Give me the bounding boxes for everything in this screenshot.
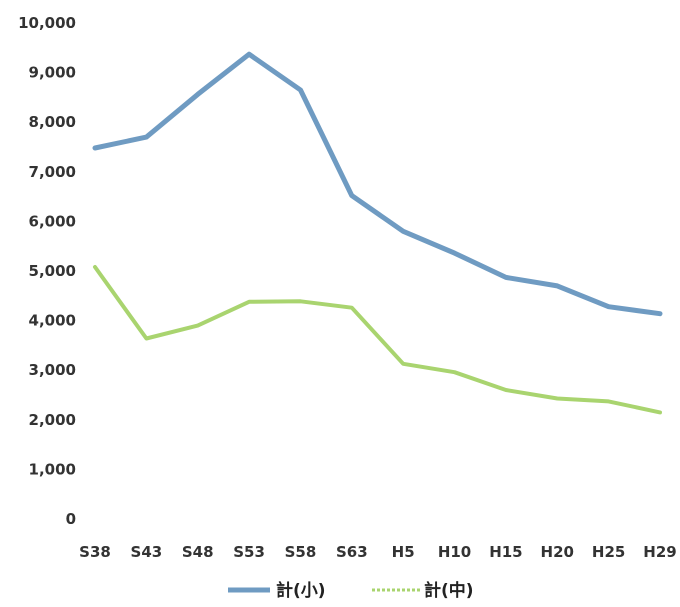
legend-label-2: 計(中) xyxy=(424,580,474,601)
data-point xyxy=(298,88,302,92)
x-tick-label: H15 xyxy=(489,543,522,561)
y-tick-label: 9,000 xyxy=(29,64,76,82)
data-point xyxy=(658,410,662,414)
data-point xyxy=(504,388,508,392)
data-point xyxy=(607,305,611,309)
data-point xyxy=(93,146,97,150)
legend-label-1: 計(小) xyxy=(276,580,326,601)
data-point xyxy=(350,194,354,198)
data-point xyxy=(504,275,508,279)
data-point xyxy=(658,312,662,316)
x-tick-label: S38 xyxy=(79,543,111,561)
y-tick-label: 2,000 xyxy=(29,411,76,429)
x-tick-label: S58 xyxy=(285,543,317,561)
x-tick-label: S53 xyxy=(233,543,265,561)
x-tick-label: H10 xyxy=(438,543,471,561)
y-tick-label: 4,000 xyxy=(29,312,76,330)
x-tick-label: S43 xyxy=(131,543,163,561)
y-tick-label: 3,000 xyxy=(29,361,76,379)
data-point xyxy=(144,135,148,139)
y-tick-label: 5,000 xyxy=(29,262,76,280)
data-point xyxy=(453,370,457,374)
data-point xyxy=(144,336,148,340)
data-point xyxy=(555,284,559,288)
y-tick-label: 10,000 xyxy=(18,14,76,32)
x-tick-label: H29 xyxy=(643,543,676,561)
x-axis: S38 S43 S48 S53 S58 S63 H5 H10 H15 H20 H25 H29 xyxy=(79,543,677,561)
legend: 計(小) 計(中) xyxy=(228,580,474,601)
data-point xyxy=(401,362,405,366)
y-tick-label: 0 xyxy=(66,510,76,528)
y-axis: 0 1,000 2,000 3,000 4,000 5,000 6,000 7,000 8,00… xyxy=(18,14,76,528)
x-tick-label: H20 xyxy=(541,543,574,561)
x-tick-label: H25 xyxy=(592,543,625,561)
x-tick-label: S63 xyxy=(336,543,368,561)
y-tick-label: 1,000 xyxy=(29,460,76,478)
data-point xyxy=(298,299,302,303)
data-point xyxy=(401,229,405,233)
data-point xyxy=(555,396,559,400)
x-tick-label: H5 xyxy=(392,543,415,561)
y-tick-label: 7,000 xyxy=(29,163,76,181)
series-line-1 xyxy=(92,51,663,317)
x-tick-label: S48 xyxy=(182,543,214,561)
data-point xyxy=(196,92,200,96)
data-point xyxy=(196,324,200,328)
y-tick-label: 6,000 xyxy=(29,212,76,230)
y-tick-label: 8,000 xyxy=(29,113,76,131)
data-point xyxy=(93,265,97,269)
data-point xyxy=(247,52,251,56)
series-line-2 xyxy=(93,265,662,415)
data-point xyxy=(247,300,251,304)
data-point xyxy=(607,399,611,403)
data-point xyxy=(350,306,354,310)
data-point xyxy=(453,251,457,255)
series-layer xyxy=(92,51,663,415)
